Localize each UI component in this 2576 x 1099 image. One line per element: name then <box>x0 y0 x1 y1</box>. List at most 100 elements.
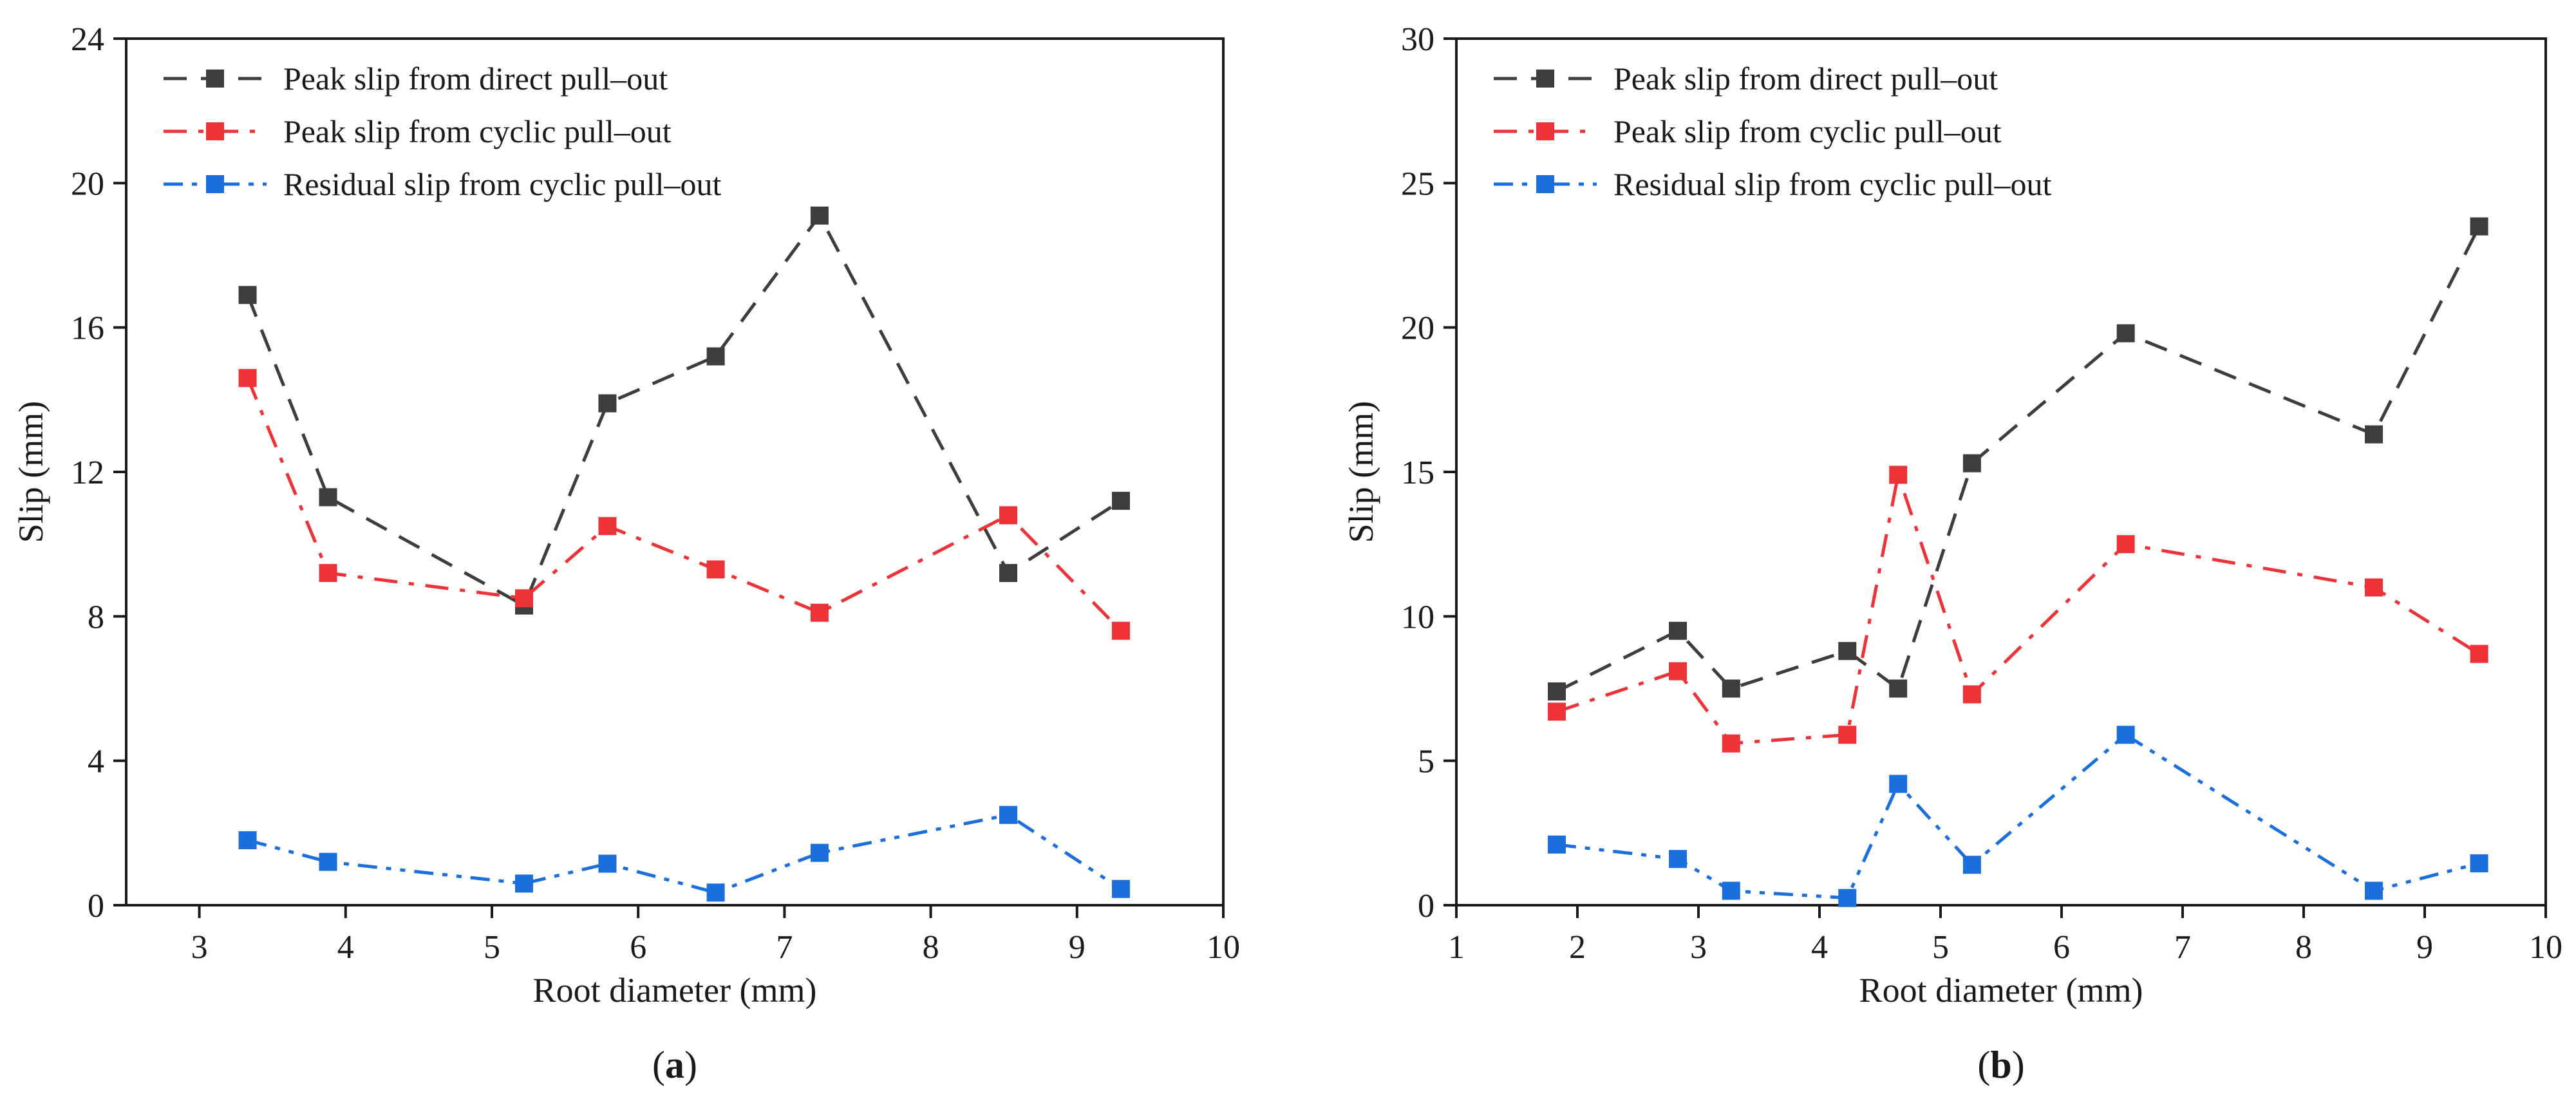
series-2-point <box>1889 775 1908 793</box>
y-tick-label: 25 <box>1401 165 1434 202</box>
series-2-point <box>238 831 257 850</box>
panel-label: (b) <box>1977 1044 2024 1086</box>
series-line-2 <box>247 813 1122 895</box>
series-0-point <box>1669 621 1688 640</box>
x-tick-label: 3 <box>1690 929 1707 966</box>
series-1-point <box>706 560 725 579</box>
y-tick-label: 30 <box>1401 21 1434 58</box>
legend-marker <box>1536 175 1554 193</box>
series-1-point <box>598 517 617 536</box>
x-tick-label: 6 <box>630 929 646 966</box>
x-tick-label: 4 <box>1811 929 1828 966</box>
series-2-point <box>2116 726 2135 744</box>
x-axis-title: Root diameter (mm) <box>1859 971 2143 1010</box>
x-tick-label: 4 <box>337 929 354 966</box>
x-tick-label: 2 <box>1569 929 1586 966</box>
series-2-point <box>2365 881 2383 900</box>
x-tick-label: 3 <box>191 929 208 966</box>
x-tick-label: 8 <box>2295 929 2312 966</box>
series-line-1 <box>1556 468 2480 746</box>
series-1-point <box>514 589 533 608</box>
y-tick-label: 15 <box>1401 455 1434 491</box>
series-0-point <box>810 206 829 225</box>
series-2-point <box>2470 854 2488 872</box>
series-line-0 <box>1556 225 2481 693</box>
y-tick-label: 20 <box>1401 310 1434 347</box>
y-tick-label: 0 <box>88 888 104 925</box>
series-2-point <box>706 883 725 902</box>
series-0-point <box>238 286 257 305</box>
series-2-point <box>1962 856 1981 874</box>
panel-a-chart: 3 4 5 6 7 8 9 10 0 4 8 12 16 20 24 Root diameter (mm) Sl… <box>12 21 1240 1086</box>
series-0-point <box>1889 679 1908 698</box>
series-1-point <box>2365 578 2383 597</box>
x-tick-label: 10 <box>1207 929 1240 966</box>
series-0-point <box>1838 642 1857 661</box>
x-tick-label: 7 <box>2174 929 2191 966</box>
series-1-point <box>1838 726 1857 744</box>
x-tick-label: 7 <box>776 929 793 966</box>
legend-label: Peak slip from direct pull–out <box>283 61 668 97</box>
series-1-point <box>1669 662 1688 681</box>
series-2-point <box>514 874 533 893</box>
y-tick-label: 0 <box>1418 888 1434 925</box>
series-2-point <box>1838 888 1857 907</box>
y-tick-label: 12 <box>71 455 104 491</box>
series-1-point <box>1111 621 1130 640</box>
series-1-point <box>1962 685 1981 704</box>
series-1-point <box>810 603 829 622</box>
series-0-point <box>1548 682 1566 700</box>
x-tick-label: 9 <box>1069 929 1086 966</box>
series-0-point <box>2470 217 2488 236</box>
y-tick-label: 10 <box>1401 599 1434 635</box>
x-tick-label: 10 <box>2529 929 2562 966</box>
x-tick-label: 5 <box>484 929 500 966</box>
x-tick-label: 9 <box>2416 929 2433 966</box>
series-1-point <box>999 506 1018 525</box>
y-tick-label: 8 <box>88 599 104 635</box>
series-1-point <box>1548 702 1566 721</box>
series-0-point <box>598 394 617 413</box>
legend-label: Residual slip from cyclic pull–out <box>283 166 722 202</box>
x-tick-label: 8 <box>923 929 939 966</box>
y-tick-label: 16 <box>71 310 104 347</box>
legend-marker <box>1536 70 1554 88</box>
panel-b-chart: 1 2 3 4 5 6 7 8 9 10 0 5 10 15 20 25 30 Root diameter (mm… <box>1342 21 2562 1086</box>
y-tick-label: 24 <box>71 21 104 58</box>
panel-label: (a) <box>652 1044 697 1086</box>
y-axis-title: Slip (mm) <box>12 401 50 543</box>
legend-label: Peak slip from direct pull–out <box>1613 61 1998 97</box>
x-tick-label: 6 <box>2053 929 2070 966</box>
series-2-point <box>1722 881 1740 900</box>
series-0-point <box>1111 491 1130 510</box>
series-2-point <box>1111 879 1130 898</box>
series-2-point <box>1669 850 1688 869</box>
legend-label: Peak slip from cyclic pull–out <box>283 113 672 149</box>
series-0-point <box>1962 454 1981 473</box>
y-tick-label: 5 <box>1418 744 1434 780</box>
legend-marker <box>1536 122 1554 140</box>
series-0-point <box>706 347 725 366</box>
series-1-point <box>1889 465 1908 484</box>
series-0-point <box>2116 324 2135 343</box>
y-tick-label: 20 <box>71 165 104 202</box>
series-2-point <box>999 805 1018 824</box>
series-1-point <box>319 564 337 583</box>
series-0-point <box>999 564 1018 583</box>
y-tick-label: 4 <box>88 744 104 780</box>
series-0-point <box>1722 679 1740 698</box>
series-2-point <box>1548 835 1566 854</box>
series-1-point <box>2116 535 2135 554</box>
panel-letter: b <box>1990 1044 2011 1086</box>
series-2-point <box>810 843 829 862</box>
x-tick-label: 1 <box>1448 929 1465 966</box>
series-1-point <box>1722 734 1740 753</box>
series-line-2 <box>1556 733 2480 900</box>
series-1-point <box>2470 644 2488 663</box>
y-axis-title: Slip (mm) <box>1342 401 1380 543</box>
x-tick-label: 5 <box>1932 929 1949 966</box>
series-0-point <box>2365 425 2383 444</box>
legend-marker <box>206 70 224 88</box>
series-1-point <box>238 369 257 388</box>
